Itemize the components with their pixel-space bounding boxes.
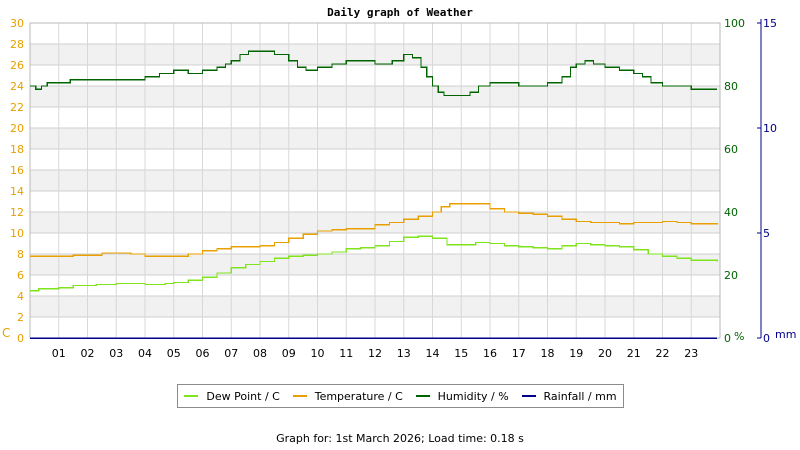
x-tick-08: 08 [253, 347, 267, 360]
y-unit-rainfall: mm [775, 328, 796, 341]
footer-caption: Graph for: 1st March 2026; Load time: 0.… [276, 432, 524, 445]
legend-label-rainfall: Rainfall / mm [543, 389, 617, 403]
series-line-temperature [30, 202, 718, 257]
x-tick-04: 04 [138, 347, 152, 360]
y-tick-left-12: 12 [10, 206, 24, 219]
x-tick-20: 20 [598, 347, 612, 360]
legend-label-humidity: Humidity / % [437, 389, 509, 403]
legend-item-humidity: Humidity / % [415, 389, 509, 403]
y-tick-humidity-40: 40 [724, 206, 738, 219]
legend-swatch-rainfall [521, 395, 536, 397]
x-tick-14: 14 [426, 347, 440, 360]
y-tick-humidity-100: 100 [724, 17, 745, 30]
y-unit-humidity: % [734, 330, 744, 343]
x-tick-01: 01 [52, 347, 66, 360]
y-tick-left-20: 20 [10, 122, 24, 135]
y-tick-humidity-60: 60 [724, 143, 738, 156]
legend-swatch-dew-point [184, 395, 199, 397]
series-line-humidity [30, 50, 718, 97]
x-tick-18: 18 [541, 347, 555, 360]
x-tick-21: 21 [627, 347, 641, 360]
legend-label-temperature: Temperature / C [314, 389, 403, 403]
x-tick-10: 10 [311, 347, 325, 360]
x-tick-13: 13 [397, 347, 411, 360]
y-tick-left-24: 24 [10, 80, 24, 93]
y-tick-rainfall-0: 0 [763, 332, 770, 345]
y-tick-left-6: 6 [17, 269, 24, 282]
y-tick-left-0: 0 [17, 332, 24, 345]
y-tick-left-8: 8 [17, 248, 24, 261]
y-tick-humidity-80: 80 [724, 80, 738, 93]
x-tick-22: 22 [656, 347, 670, 360]
x-tick-07: 07 [224, 347, 238, 360]
x-tick-17: 17 [512, 347, 526, 360]
y-tick-left-30: 30 [10, 17, 24, 30]
x-tick-16: 16 [483, 347, 497, 360]
y-unit-left: C [2, 326, 10, 340]
y-tick-left-18: 18 [10, 143, 24, 156]
y-tick-rainfall-5: 5 [763, 227, 770, 240]
y-tick-rainfall-10: 10 [763, 122, 777, 135]
legend-swatch-humidity [415, 395, 430, 397]
chart-title: Daily graph of Weather [327, 6, 473, 19]
legend-label-dew-point: Dew Point / C [206, 389, 280, 403]
x-tick-06: 06 [196, 347, 210, 360]
y-tick-left-10: 10 [10, 227, 24, 240]
y-tick-left-16: 16 [10, 164, 24, 177]
x-tick-23: 23 [684, 347, 698, 360]
x-tick-05: 05 [167, 347, 181, 360]
x-tick-12: 12 [368, 347, 382, 360]
y-tick-left-14: 14 [10, 185, 24, 198]
x-tick-15: 15 [454, 347, 468, 360]
x-tick-11: 11 [339, 347, 353, 360]
x-tick-09: 09 [282, 347, 296, 360]
x-tick-19: 19 [569, 347, 583, 360]
legend-item-rainfall: Rainfall / mm [521, 389, 617, 403]
legend-item-dew-point: Dew Point / C [184, 389, 280, 403]
y-tick-rainfall-15: 15 [763, 17, 777, 30]
x-tick-02: 02 [81, 347, 95, 360]
y-tick-left-22: 22 [10, 101, 24, 114]
x-tick-03: 03 [109, 347, 123, 360]
y-tick-left-26: 26 [10, 59, 24, 72]
series-line-dew-point [30, 235, 718, 292]
y-tick-left-28: 28 [10, 38, 24, 51]
legend-swatch-temperature [292, 395, 307, 397]
y-tick-left-4: 4 [17, 290, 24, 303]
y-tick-left-2: 2 [17, 311, 24, 324]
chart-legend: Dew Point / C Temperature / C Humidity /… [177, 384, 624, 408]
legend-item-temperature: Temperature / C [292, 389, 403, 403]
y-tick-humidity-0: 0 [724, 332, 731, 345]
y-tick-humidity-20: 20 [724, 269, 738, 282]
